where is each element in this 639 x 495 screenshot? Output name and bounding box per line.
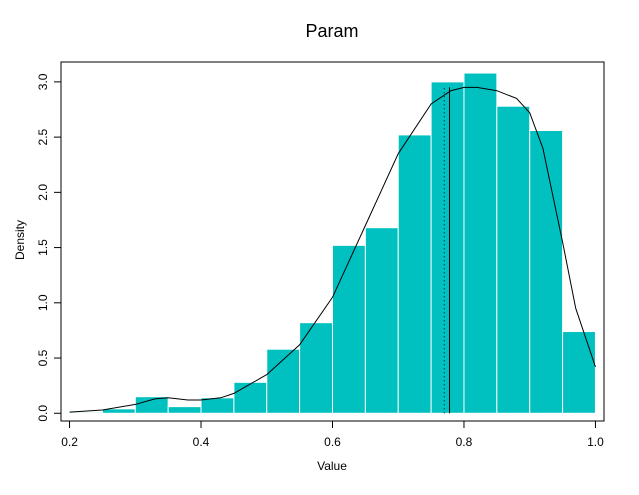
y-tick-label: 1.0 xyxy=(36,294,50,311)
x-axis-label: Value xyxy=(317,459,347,473)
x-tick-label: 0.2 xyxy=(61,435,78,449)
histogram-bar xyxy=(332,244,366,414)
y-tick-label: 2.0 xyxy=(36,184,50,201)
histogram-bar xyxy=(233,381,268,414)
histogram-bar xyxy=(167,406,202,414)
x-tick-label: 0.6 xyxy=(324,435,341,449)
histogram-bar xyxy=(364,227,399,414)
x-tick-label: 0.4 xyxy=(193,435,210,449)
density-curve xyxy=(69,86,596,413)
histogram-bar xyxy=(134,396,169,414)
y-tick-label: 1.5 xyxy=(36,239,50,256)
x-tick-label: 0.8 xyxy=(456,435,473,449)
vertical-lines-group xyxy=(443,87,451,414)
x-tick-label: 1.0 xyxy=(587,435,604,449)
y-axis-label: Density xyxy=(13,220,27,260)
histogram-bar xyxy=(463,72,498,414)
histogram-bar xyxy=(200,397,235,414)
histogram-bar xyxy=(266,348,301,414)
histogram-bar xyxy=(496,105,531,414)
chart-title: Param xyxy=(305,21,358,41)
histogram-bar xyxy=(529,129,564,414)
y-tick-label: 2.5 xyxy=(36,128,50,145)
histogram-bar xyxy=(397,134,432,414)
bars-group xyxy=(69,72,596,414)
y-tick-label: 0.5 xyxy=(36,349,50,366)
histogram-bar xyxy=(299,322,333,414)
y-tick-label: 0.0 xyxy=(36,405,50,422)
x-axis: 0.2 0.4 0.6 0.8 1.0 xyxy=(61,420,604,449)
histogram-bar xyxy=(430,81,465,414)
y-tick-label: 3.0 xyxy=(36,73,50,90)
histogram-bar xyxy=(562,331,596,414)
y-axis: 0.0 0.5 1.0 1.5 2.0 2.5 3.0 xyxy=(36,73,62,422)
